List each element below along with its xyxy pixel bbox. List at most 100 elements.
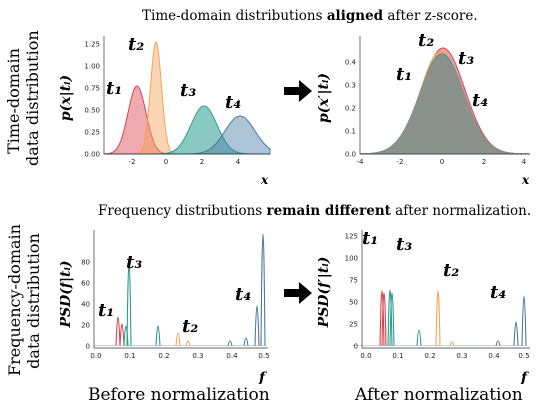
series-label-t4: t₄ [472,90,488,111]
x-tick-label: 0.0 [90,352,101,360]
y-tick-label: 0.00 [84,151,100,159]
x-tick-label: 0.3 [456,352,467,360]
x-axis-label: x [260,173,269,187]
y-tick-label: 25 [349,321,358,329]
t3-psd-peak [123,325,129,347]
t3-psd-peak [126,263,132,347]
series-label-t4: t₄ [225,92,241,113]
t1-psd-peak [119,323,125,347]
x-tick-label: 0.5 [518,352,529,360]
time-before-panel: 0.00 0.25 0.50 0.75 1.00 1.25 -2 0 2 4 p(x|tᵢ) x… [60,34,271,187]
time-domain-row-label: Time-domain data distribution [4,30,42,166]
right-arrow-icon [284,282,312,304]
t3-psd-peak [155,325,161,347]
x-tick-labels: 0.0 0.1 0.2 0.3 0.4 0.5 [90,352,269,360]
y-tick-label: 0.2 [345,105,356,113]
x-tick-label: 0 [164,158,168,166]
t4-psd-peak [243,337,249,347]
y-tick-label: 80 [81,259,90,267]
x-tick-label: 0.3 [192,352,203,360]
x-tick-label: 0.5 [258,352,269,360]
y-axis-label: PSD(f′|tᵢ) [318,257,332,329]
x-tick-label: 0.0 [360,352,371,360]
series-label-t4: t₄ [235,284,251,305]
series-label-t2: t₂ [182,316,198,337]
series-label-t3: t₃ [396,234,412,255]
series-label-t1: t₁ [98,300,114,321]
y-tick-labels: 0 20 40 60 80 [81,259,90,351]
freq-before-psd-curves [94,233,266,347]
x-tick-labels: -4 -2 0 2 4 [357,158,527,166]
caption-before-normalization: Before normalization [88,385,270,405]
x-tick-label: 4 [522,158,527,166]
t1-psd-peak [115,316,121,347]
y-tick-label: 1.25 [84,41,100,49]
t4-psd-peak [260,233,266,347]
x-tick-labels: 0.0 0.1 0.2 0.3 0.4 0.5 [360,352,529,360]
y-tick-label: 0 [354,343,358,351]
x-axis-label: f [258,370,268,384]
freq-after-psd-curves [352,289,527,347]
y-axis-label: p(x|tᵢ) [60,75,74,121]
series-label-t3: t₃ [458,48,474,69]
series-label-t1: t₁ [396,64,412,85]
x-tick-label: 4 [236,158,241,166]
x-tick-label: 0.2 [424,352,435,360]
x-tick-label: -2 [397,158,404,166]
series-label-t2: t₂ [128,34,144,55]
x-tick-label: 0.4 [226,352,238,360]
t1-psd-peak [381,292,387,347]
series-label-t2: t₂ [418,30,434,51]
series-label-t1: t₁ [106,78,122,99]
x-tick-label: 0.1 [124,352,135,360]
t3-psd-peak [387,289,393,347]
frequency-domain-title: Frequency distributions remain different… [98,203,531,219]
y-tick-label: 0.50 [84,107,100,115]
x-tick-label: 2 [200,158,204,166]
y-tick-label: 0 [86,343,90,351]
y-tick-label: 0.0 [345,151,356,159]
series-label-t4: t₄ [490,282,506,303]
freq-title-post: after normalization. [390,203,532,219]
t2-psd-peak [435,290,441,347]
freq-row-label-line1: Frequency-domain [5,224,24,376]
time-after-panel: 0.0 0.1 0.2 0.3 0.4 -4 -2 0 2 4 p(x′|tᵢ) x t₁ t₂… [318,30,531,187]
t4-psd-peak [513,321,519,347]
t4-psd-peak [521,295,527,347]
freq-before-panel: 0 20 40 60 80 0.0 0.1 0.2 0.3 0.4 0.5 PSD(f|tᵢ) f… [60,230,270,384]
right-arrow-icon [284,80,312,102]
series-label-t2: t₂ [443,260,459,281]
x-tick-label: -2 [129,158,136,166]
series-label-t3: t₃ [126,252,142,273]
x-tick-label: 0.4 [488,352,500,360]
x-tick-label: 0.2 [158,352,169,360]
y-tick-labels: 0 25 50 75 100 125 [345,233,358,351]
x-tick-label: 0.1 [392,352,403,360]
overlap-density [359,55,531,155]
x-axis-label: x [521,173,530,187]
time-after-density-curves [359,47,531,155]
t4-psd-peak [495,340,501,347]
y-tick-label: 50 [349,299,358,307]
y-tick-label: 1.00 [84,63,100,71]
caption-after-normalization: After normalization [355,385,523,405]
t4-psd-peak [227,340,233,347]
y-tick-label: 60 [81,280,90,288]
y-tick-label: 20 [81,322,90,330]
x-tick-label: -4 [357,158,365,166]
y-tick-labels: 0.00 0.25 0.50 0.75 1.00 1.25 [84,41,100,159]
t2-psd-peak [175,332,181,347]
y-tick-labels: 0.0 0.1 0.2 0.3 0.4 [345,59,357,159]
y-tick-label: 125 [345,233,358,241]
series-label-t1: t₁ [362,228,378,249]
freq-title-pre: Frequency distributions [98,203,267,219]
y-tick-label: 0.25 [84,129,100,137]
y-axis-label: p(x′|tᵢ) [318,73,332,123]
x-tick-label: 2 [482,158,486,166]
y-tick-label: 0.3 [345,82,356,90]
t3-psd-peak [389,292,395,347]
y-tick-label: 0.75 [84,85,100,93]
x-tick-labels: -2 0 2 4 [129,158,241,166]
freq-title-bold: remain different [266,203,391,219]
x-tick-label: 0 [440,158,444,166]
